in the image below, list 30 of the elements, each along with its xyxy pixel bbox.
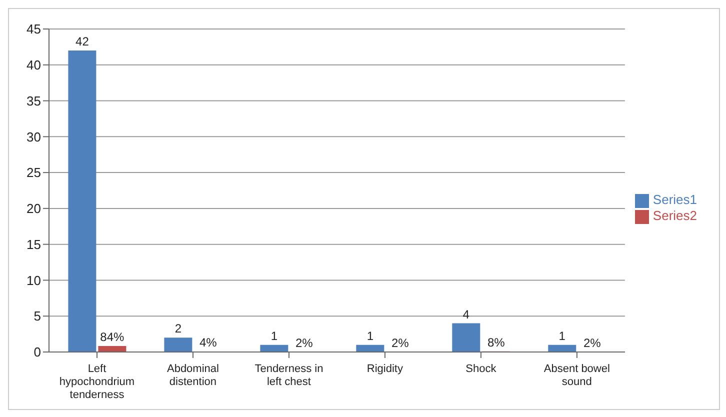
legend-label: Series1	[652, 192, 697, 208]
data-label: 2%	[391, 336, 410, 350]
data-label: 1	[366, 328, 374, 343]
x-tick-label: Abdominal distention	[166, 363, 219, 388]
y-tick-label: 45	[26, 22, 41, 37]
data-label: 2%	[583, 336, 602, 350]
x-tick-label: Absent bowel sound	[544, 363, 610, 388]
x-tick-label: Left hypochondrium tenderness	[59, 363, 135, 401]
data-label: 1	[270, 328, 278, 343]
y-tick-label: 25	[26, 165, 41, 180]
y-tick-label: 30	[26, 129, 41, 144]
y-tick-label: 5	[34, 308, 41, 324]
y-tick-label: 15	[26, 236, 41, 252]
y-tick-label: 0	[34, 344, 41, 360]
x-tick-label: Rigidity	[366, 363, 404, 375]
data-label: 42	[76, 34, 90, 49]
data-label: 84%	[100, 330, 125, 344]
data-label: 8%	[487, 335, 506, 350]
y-tick-label: 35	[26, 93, 41, 108]
y-tick-label: 40	[26, 58, 41, 73]
data-label: 2%	[296, 336, 314, 350]
data-label: 4	[462, 307, 470, 322]
data-label: 1	[558, 328, 566, 343]
x-tick-label: Tenderness in left chest	[254, 363, 324, 388]
y-tick-label: 10	[26, 272, 41, 288]
y-tick-label: 20	[26, 201, 41, 216]
data-label: 4%	[200, 336, 218, 350]
x-tick-label: Shock	[466, 363, 497, 375]
data-label: 2	[174, 322, 182, 336]
legend-label: Series2	[652, 208, 697, 223]
